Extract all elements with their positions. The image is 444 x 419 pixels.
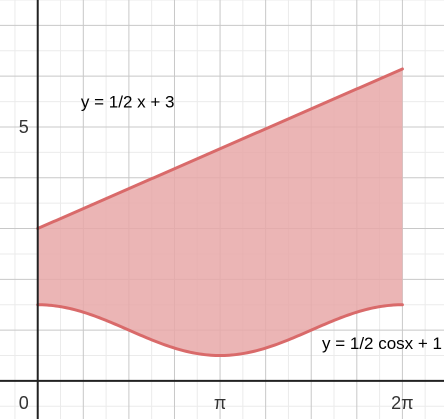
x-tick-label: 2π: [391, 393, 413, 413]
lower-curve-label: y = 1/2 cosx + 1: [322, 334, 442, 353]
line-series-upper: [36, 67, 404, 231]
cosine-series-lower: [36, 303, 404, 358]
x-tick-label: π: [214, 393, 226, 413]
y-tick-label: 5: [19, 117, 29, 137]
shaded-region: [37, 68, 403, 356]
upper-curve-label: y = 1/2 x + 3: [81, 93, 175, 112]
x-tick-label: 0: [19, 393, 29, 413]
